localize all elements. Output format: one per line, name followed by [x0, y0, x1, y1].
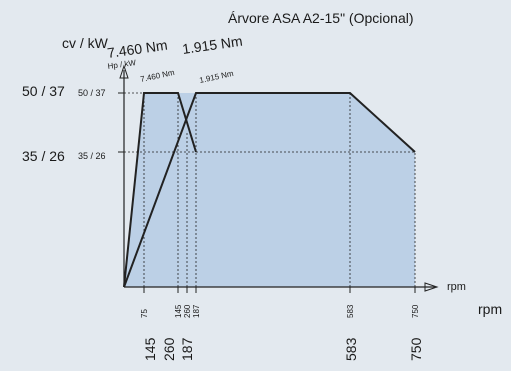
- y-tick-label-big-35: 35 / 26: [22, 148, 65, 164]
- torque-label-big-1: 7.460 Nm: [106, 37, 168, 61]
- x-axis-label: rpm: [478, 301, 502, 317]
- torque-label-big-2: 1.915 Nm: [181, 33, 243, 57]
- x-tick-label-small-260: 260: [183, 304, 192, 318]
- x-tick-label-big-187: 187: [179, 337, 195, 361]
- x-axis-arrow: [424, 282, 439, 292]
- x-tick-label-big-145: 145: [142, 337, 158, 361]
- x-tick-label-big-750: 750: [408, 337, 424, 361]
- x-tick-label-small-75: 75: [140, 309, 149, 318]
- power-area-fill: [124, 93, 415, 287]
- y-axis-label-small: Hp / kW: [107, 58, 137, 71]
- chart-title: Árvore ASA A2-15" (Opcional): [228, 10, 414, 26]
- y-axis-arrow: [119, 64, 129, 79]
- y-tick-label-small-35: 35 / 26: [78, 151, 106, 161]
- torque-curve-line: [123, 92, 197, 288]
- x-tick-label-small-187: 187: [192, 304, 201, 318]
- x-axis-label-small: rpm: [447, 281, 466, 293]
- x-tick-label-small-583: 583: [346, 304, 355, 318]
- x-tick-label-small-145: 145: [174, 304, 183, 318]
- power-curve-line: [123, 92, 416, 288]
- y-axis-label: cv / kW: [62, 35, 109, 51]
- torque-label-small-1: 7.460 Nm: [140, 68, 176, 84]
- x-tick-label-small-750: 750: [411, 304, 420, 318]
- y-tick-label-big-50: 50 / 37: [22, 83, 65, 99]
- x-tick-label-big-260: 260: [161, 337, 177, 361]
- x-tick-label-big-583: 583: [343, 337, 359, 361]
- y-tick-label-small-50: 50 / 37: [78, 88, 106, 98]
- torque-label-small-2: 1.915 Nm: [199, 69, 235, 85]
